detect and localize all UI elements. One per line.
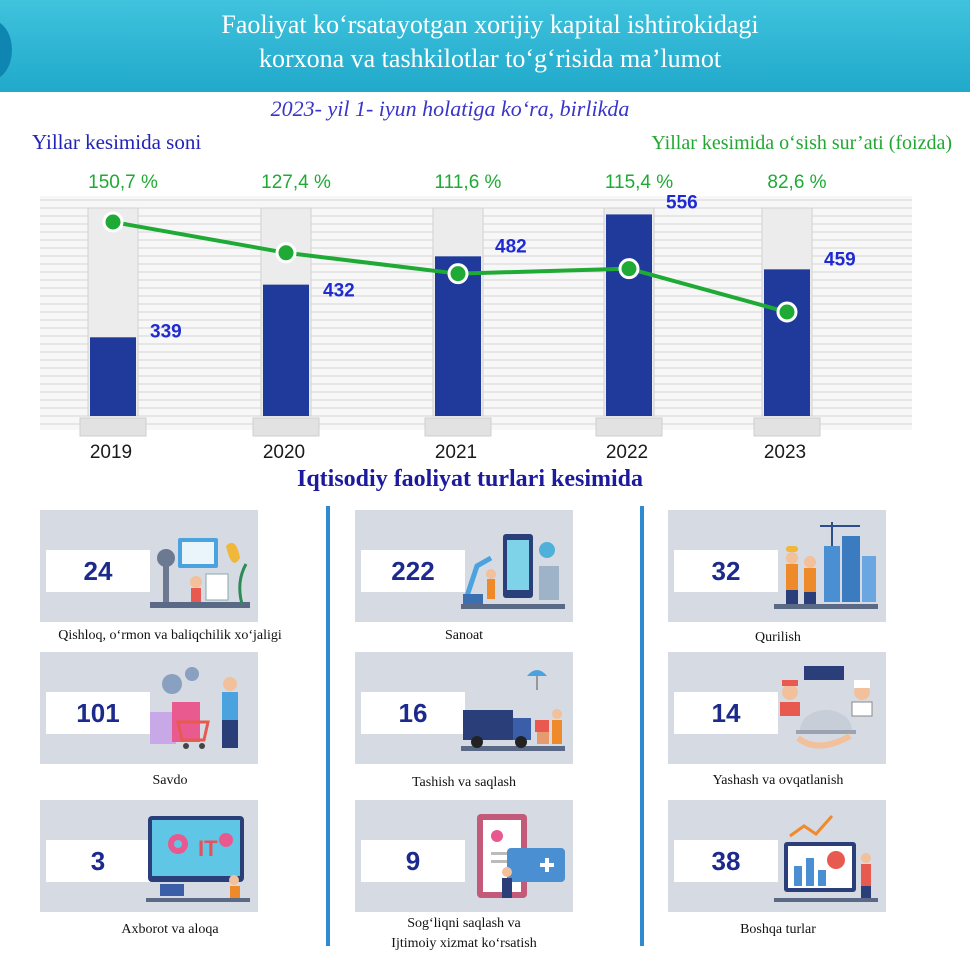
it-illustration: IT	[146, 816, 250, 902]
x-tick-label: 2022	[606, 442, 648, 463]
sector-value: 32	[674, 550, 778, 592]
sector-value: 38	[674, 840, 778, 882]
column-divider-2	[640, 506, 644, 946]
sector-name: Sog‘liqni saqlash va Ijtimoiy xizmat ko‘…	[314, 914, 614, 954]
section-title: Iqtisodiy faoliyat turlari kesimida	[296, 466, 644, 492]
header-corner-shape	[0, 20, 12, 80]
x-tick-label: 2019	[90, 442, 132, 463]
sector-card-transport: 16	[355, 652, 573, 764]
sector-name: Savdo	[152, 773, 188, 788]
bar-2023	[764, 269, 810, 416]
sector-value: 9	[361, 840, 465, 882]
sector-card-industry: 222	[355, 510, 573, 622]
yearly-chart: 339 2019 432 2020 482 2021 556 2022 459 2023 150,7…	[40, 172, 912, 463]
bar-value-label: 459	[824, 249, 856, 270]
sector-name: Qurilish	[755, 630, 801, 645]
svg-text:IT: IT	[198, 836, 218, 861]
sector-value: 101	[46, 692, 150, 734]
bar-base	[753, 417, 821, 437]
sector-value: 16	[361, 692, 465, 734]
bars-layer	[79, 207, 821, 437]
sector-card-healthcare: 9	[355, 800, 573, 912]
other-illustration	[774, 815, 878, 902]
sector-name: Yashash va ovqatlanish	[712, 773, 844, 788]
sector-value: 14	[674, 692, 778, 734]
x-tick-label: 2021	[435, 442, 477, 463]
trade-illustration	[150, 667, 238, 749]
title-line-2: korxona va tashkilotlar to‘g‘risida ma’l…	[258, 44, 722, 73]
growth-point-2020	[275, 242, 297, 264]
bar-2019	[90, 337, 136, 416]
hospitality-illustration	[780, 666, 873, 749]
page-title: Faoliyat ko‘rsatayotgan xorijiy kapital …	[70, 8, 910, 76]
sector-card-other: 38	[668, 800, 886, 912]
bar-base	[424, 417, 492, 437]
sector-card-hospitality: 14	[668, 652, 886, 764]
count-chart-label: Yillar kesimida soni	[32, 130, 202, 154]
sector-value: 24	[46, 550, 150, 592]
sector-name-line-1: Sog‘liqni saqlash va	[407, 916, 521, 931]
agriculture-illustration	[150, 538, 250, 608]
bar-value-label: 482	[495, 236, 527, 257]
transport-illustration	[461, 670, 565, 751]
growth-value-label: 82,6 %	[767, 172, 826, 193]
x-tick-label: 2020	[263, 442, 305, 463]
growth-chart-label: Yillar kesimida o‘sish sur’ati (foizda)	[651, 132, 952, 154]
growth-line-layer	[102, 211, 798, 323]
bar-base	[252, 417, 320, 437]
sector-name-line-2: Ijtimoiy xizmat ko‘rsatish	[391, 936, 537, 951]
title-line-1: Faoliyat ko‘rsatayotgan xorijiy kapital …	[221, 10, 759, 39]
industry-illustration	[461, 534, 565, 609]
sector-card-it: 3 IT	[40, 800, 258, 912]
bar-2022	[606, 214, 652, 416]
construction-illustration	[774, 522, 878, 609]
growth-point-2023	[776, 301, 798, 323]
sector-card-trade: 101	[40, 652, 258, 764]
sector-value: 3	[46, 840, 150, 882]
growth-value-label: 111,6 %	[435, 172, 502, 193]
sector-card-agriculture: 24	[40, 510, 258, 622]
subtitle: 2023- yil 1- iyun holatiga ko‘ra, birlik…	[270, 96, 630, 121]
sector-card-construction: 32	[668, 510, 886, 622]
growth-value-label: 115,4 %	[605, 172, 673, 193]
growth-value-label: 150,7 %	[88, 172, 158, 193]
sector-name: Qishloq, o‘rmon va baliqchilik xo‘jaligi	[58, 628, 282, 643]
sector-name: Axborot va aloqa	[121, 922, 219, 937]
sector-name: Sanoat	[444, 628, 484, 643]
chart-labels-layer: 339 2019 432 2020 482 2021 556 2022 459 2023 150,7…	[88, 172, 856, 463]
sector-name: Tashish va saqlash	[411, 775, 516, 790]
bar-base	[595, 417, 663, 437]
sector-name: Boshqa turlar	[740, 922, 816, 937]
column-divider-1	[326, 506, 330, 946]
growth-point-2021	[447, 263, 469, 285]
growth-point-2022	[618, 258, 640, 280]
bar-2020	[263, 284, 309, 416]
bar-value-label: 339	[150, 321, 182, 342]
bar-value-label: 556	[666, 192, 698, 213]
x-tick-label: 2023	[764, 442, 806, 463]
growth-point-2019	[102, 211, 124, 233]
header-banner: Faoliyat ko‘rsatayotgan xorijiy kapital …	[0, 0, 970, 92]
bar-base	[79, 417, 147, 437]
growth-value-label: 127,4 %	[261, 172, 331, 193]
sector-value: 222	[361, 550, 465, 592]
bar-value-label: 432	[323, 281, 355, 302]
healthcare-illustration	[477, 814, 565, 898]
